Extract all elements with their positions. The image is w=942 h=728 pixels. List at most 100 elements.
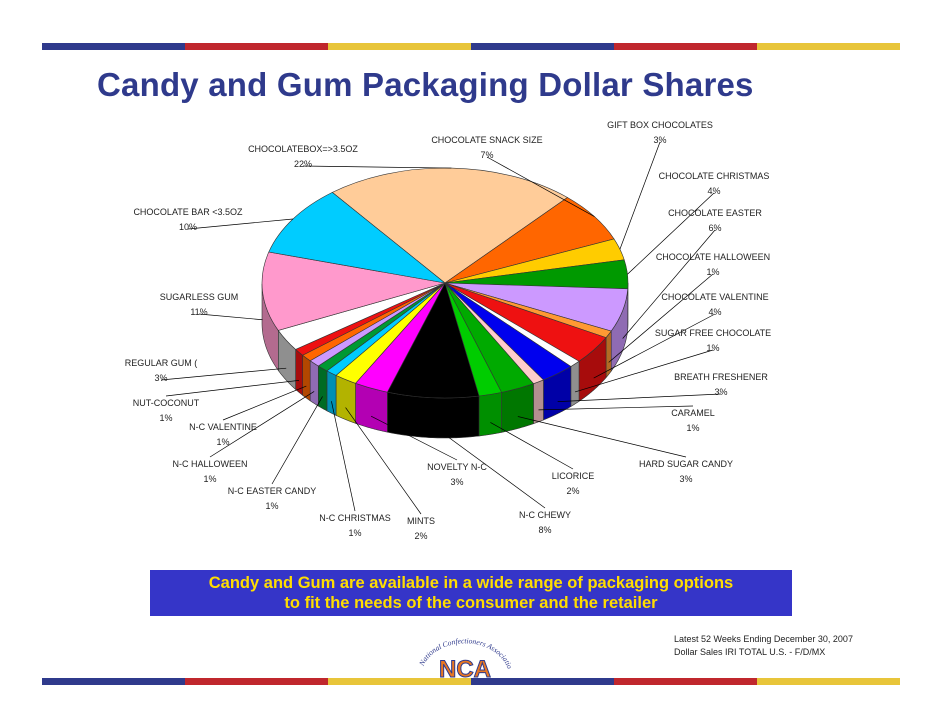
slice-value-label: 3% [450,477,463,487]
slice-value-label: 22% [294,159,312,169]
leader-line [608,273,714,363]
nca-logo: National Confectioners Association NCA [410,630,514,680]
slice-label: CHOCOLATE CHRISTMAS [659,171,770,181]
slice-label: BREATH FRESHENER [674,372,768,382]
slice-label: CHOCOLATEBOX=>3.5OZ [248,144,358,154]
slice-value-label: 6% [708,223,721,233]
slice-value-label: 1% [203,474,216,484]
leader-line [302,165,452,169]
leader-line [271,396,323,485]
slice-label: REGULAR GUM ( [125,358,198,368]
slice-value-label: 8% [538,525,551,535]
leader-line [486,156,595,217]
source-note: Latest 52 Weeks Ending December 30, 2007… [674,633,853,659]
slice-value-label: 3% [714,387,727,397]
source-line-1: Latest 52 Weeks Ending December 30, 2007 [674,634,853,644]
source-line-2: Dollar Sales IRI TOTAL U.S. - F/D/MX [674,647,826,657]
pie-sides [261,282,629,439]
slice-side-sugar-free-chocolate [570,360,580,408]
leader-line [517,416,687,458]
leader-line [619,141,661,250]
slice-value-label: 2% [414,531,427,541]
slice-value-label: 1% [686,423,699,433]
pie-leader-lines [160,141,722,515]
leader-line [370,415,458,461]
leader-line [490,422,574,470]
slice-value-label: 3% [653,135,666,145]
leader-line [165,380,300,397]
slice-label: CHOCOLATE VALENTINE [661,292,768,302]
slice-label: N-C HALLOWEEN [172,459,247,469]
leader-line [557,393,722,402]
slice-label: CHOCOLATE BAR <3.5OZ [133,207,243,217]
top-stripe-segment [614,43,757,50]
slice-value-label: 1% [706,343,719,353]
slice-label: NOVELTY N-C [427,462,487,472]
leader-line [538,405,694,411]
slice-value-label: 1% [348,528,361,538]
leader-line [574,349,714,393]
banner-line-1: Candy and Gum are available in a wide ra… [208,574,734,592]
top-stripe-segment [185,43,328,50]
slice-value-label: 3% [679,474,692,484]
bottom-stripe-segment [471,678,614,685]
slice-n-c-chewy [386,282,480,399]
slice-label: N-C CHRISTMAS [319,513,391,523]
top-stripe-segment [328,43,471,50]
slice-side-licorice [478,392,502,437]
leader-line [331,401,356,512]
slice-value-label: 4% [708,307,721,317]
slice-value-label: 7% [480,150,493,160]
top-stripe-segment [471,43,614,50]
slice-label: CARAMEL [671,408,715,418]
slice-label: NUT-COCONUT [133,398,200,408]
leader-line [222,385,307,421]
banner: Candy and Gum are available in a wide ra… [150,570,792,616]
logo-letters: NCA [439,656,491,680]
slice-value-label: 1% [706,267,719,277]
leader-line [209,391,315,458]
pie-labels: CHOCOLATEBOX=>3.5OZ 22% CHOCOLATE SNACK SI… [125,120,771,541]
bottom-stripe-segment [42,678,185,685]
bottom-stripe-segment [328,678,471,685]
leader-line [187,218,293,230]
bottom-stripe-segment [757,678,900,685]
leader-line [627,192,715,275]
slice-side-nut-coconut [295,348,303,396]
slice-label: LICORICE [552,471,595,481]
pie-tops [261,167,629,399]
slice-label: N-C CHEWY [519,510,571,520]
leader-line [345,407,422,515]
slice-label: HARD SUGAR CANDY [639,459,733,469]
slice-value-label: 3% [154,373,167,383]
leader-line [432,425,546,509]
slice-side-caramel [533,379,544,425]
slice-label: GIFT BOX CHOCOLATES [607,120,713,130]
slice-side-n-c-valentine [302,354,311,402]
leader-line [160,367,287,381]
slice-label: SUGAR FREE CHOCOLATE [655,328,771,338]
slice-side-n-c-easter-candy [317,365,328,412]
slice-value-label: 2% [566,486,579,496]
slice-value-label: 1% [265,501,278,511]
slice-label: N-C VALENTINE [189,422,257,432]
slice-label: MINTS [407,516,435,526]
slice-value-label: 1% [216,437,229,447]
leader-line [198,313,263,321]
banner-line-2: to fit the needs of the consumer and the… [284,594,658,612]
slice-side-chocolate-halloween [605,330,612,379]
slice-label: CHOCOLATE HALLOWEEN [656,252,770,262]
top-stripe [42,43,900,50]
bottom-stripe-segment [614,678,757,685]
page-title: Candy and Gum Packaging Dollar Shares [97,66,754,103]
slice-side-n-c-halloween [309,360,319,407]
slice-label: CHOCOLATE SNACK SIZE [431,135,542,145]
top-stripe-segment [757,43,900,50]
top-stripe-segment [42,43,185,50]
slice-value-label: 4% [707,186,720,196]
slice-value-label: 10% [179,222,197,232]
leader-line [593,313,716,379]
bottom-stripe-segment [185,678,328,685]
slice-label: SUGARLESS GUM [160,292,239,302]
